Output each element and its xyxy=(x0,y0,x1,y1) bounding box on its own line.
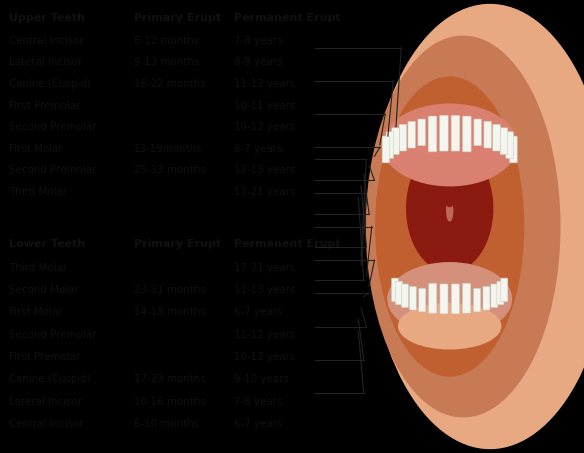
Text: 10-12 years: 10-12 years xyxy=(234,122,295,132)
Text: 8-9 years: 8-9 years xyxy=(234,58,282,67)
FancyBboxPatch shape xyxy=(451,115,460,151)
FancyBboxPatch shape xyxy=(500,128,507,154)
FancyBboxPatch shape xyxy=(391,278,398,302)
FancyBboxPatch shape xyxy=(474,119,481,146)
Text: Second Premolar: Second Premolar xyxy=(9,165,96,175)
Text: 17-21 years: 17-21 years xyxy=(234,263,295,273)
FancyBboxPatch shape xyxy=(440,284,448,314)
FancyBboxPatch shape xyxy=(409,286,416,310)
Ellipse shape xyxy=(388,263,512,335)
Text: 9-10 years: 9-10 years xyxy=(234,374,288,384)
FancyBboxPatch shape xyxy=(392,128,399,154)
Text: 16-22 months: 16-22 months xyxy=(134,79,205,89)
Text: 9-13 months: 9-13 months xyxy=(134,58,199,67)
Text: 17-23 months: 17-23 months xyxy=(134,374,205,384)
Text: 25-33 months: 25-33 months xyxy=(134,165,205,175)
Text: 11-12 years: 11-12 years xyxy=(234,79,295,89)
Text: Second Premolar: Second Premolar xyxy=(9,122,96,132)
Text: 7-8 years: 7-8 years xyxy=(234,36,282,46)
Text: Upper Teeth: Upper Teeth xyxy=(9,13,85,23)
Text: Third Molar: Third Molar xyxy=(9,263,67,273)
Text: 13-19months: 13-19months xyxy=(134,144,202,154)
Text: 14-18 months: 14-18 months xyxy=(134,307,205,317)
Text: Canine (Cuspid): Canine (Cuspid) xyxy=(9,374,91,384)
FancyBboxPatch shape xyxy=(474,288,481,312)
Text: Lateral Incisor: Lateral Incisor xyxy=(9,397,82,407)
Text: 11-12 years: 11-12 years xyxy=(234,330,295,340)
Text: 17-21 years: 17-21 years xyxy=(234,187,295,197)
Text: 6-7 years: 6-7 years xyxy=(234,419,282,429)
Text: 6-7 years: 6-7 years xyxy=(234,307,282,317)
FancyBboxPatch shape xyxy=(497,281,504,305)
FancyBboxPatch shape xyxy=(418,119,425,146)
Text: 11-13 years: 11-13 years xyxy=(234,285,295,295)
FancyBboxPatch shape xyxy=(501,278,508,302)
FancyBboxPatch shape xyxy=(386,132,394,159)
Text: Canine (Cuspid): Canine (Cuspid) xyxy=(9,79,91,89)
Text: First Premolar: First Premolar xyxy=(9,101,81,111)
Text: Central Incisor: Central Incisor xyxy=(9,419,84,429)
FancyBboxPatch shape xyxy=(419,288,426,312)
FancyBboxPatch shape xyxy=(463,116,471,152)
FancyBboxPatch shape xyxy=(510,136,517,163)
Ellipse shape xyxy=(399,304,500,349)
Text: Primary Erupt: Primary Erupt xyxy=(134,13,221,23)
FancyBboxPatch shape xyxy=(428,116,437,152)
Text: 23-31 months: 23-31 months xyxy=(134,285,205,295)
FancyBboxPatch shape xyxy=(408,121,415,148)
FancyBboxPatch shape xyxy=(463,283,471,313)
FancyBboxPatch shape xyxy=(491,284,498,308)
FancyBboxPatch shape xyxy=(395,281,402,305)
FancyBboxPatch shape xyxy=(493,124,500,151)
Text: First Molar: First Molar xyxy=(9,144,62,154)
Text: Second Molar: Second Molar xyxy=(9,285,79,295)
Text: 8-12 months: 8-12 months xyxy=(134,36,199,46)
FancyBboxPatch shape xyxy=(399,124,406,151)
Text: Lateral Incisor: Lateral Incisor xyxy=(9,58,82,67)
Text: Third Molar: Third Molar xyxy=(9,187,67,197)
Text: First Molar: First Molar xyxy=(9,307,62,317)
Ellipse shape xyxy=(446,197,453,207)
Text: Permanent Erupt: Permanent Erupt xyxy=(234,13,340,23)
Text: 7-8 years: 7-8 years xyxy=(234,397,282,407)
Ellipse shape xyxy=(366,36,560,417)
Ellipse shape xyxy=(383,104,517,186)
Text: Permanent Erupt: Permanent Erupt xyxy=(234,239,340,249)
Ellipse shape xyxy=(369,5,584,448)
FancyBboxPatch shape xyxy=(484,121,492,148)
Text: Lower Teeth: Lower Teeth xyxy=(9,239,85,249)
FancyBboxPatch shape xyxy=(506,132,513,159)
FancyBboxPatch shape xyxy=(382,136,390,163)
Text: Second Premolar: Second Premolar xyxy=(9,330,96,340)
Text: 10-16 months: 10-16 months xyxy=(134,397,205,407)
Ellipse shape xyxy=(406,145,493,272)
Ellipse shape xyxy=(376,77,523,376)
Text: 6-7 years: 6-7 years xyxy=(234,144,282,154)
Text: 10-12 years: 10-12 years xyxy=(234,352,295,362)
FancyBboxPatch shape xyxy=(402,284,409,308)
FancyBboxPatch shape xyxy=(483,286,490,310)
FancyBboxPatch shape xyxy=(440,115,448,151)
Text: Central Incisor: Central Incisor xyxy=(9,36,84,46)
Ellipse shape xyxy=(447,200,453,221)
Text: 6-10 months: 6-10 months xyxy=(134,419,199,429)
Text: 12-13 years: 12-13 years xyxy=(234,165,295,175)
Text: 10-11 years: 10-11 years xyxy=(234,101,295,111)
Text: Primary Erupt: Primary Erupt xyxy=(134,239,221,249)
Text: First Premolar: First Premolar xyxy=(9,352,81,362)
FancyBboxPatch shape xyxy=(429,283,437,313)
FancyBboxPatch shape xyxy=(451,284,460,314)
